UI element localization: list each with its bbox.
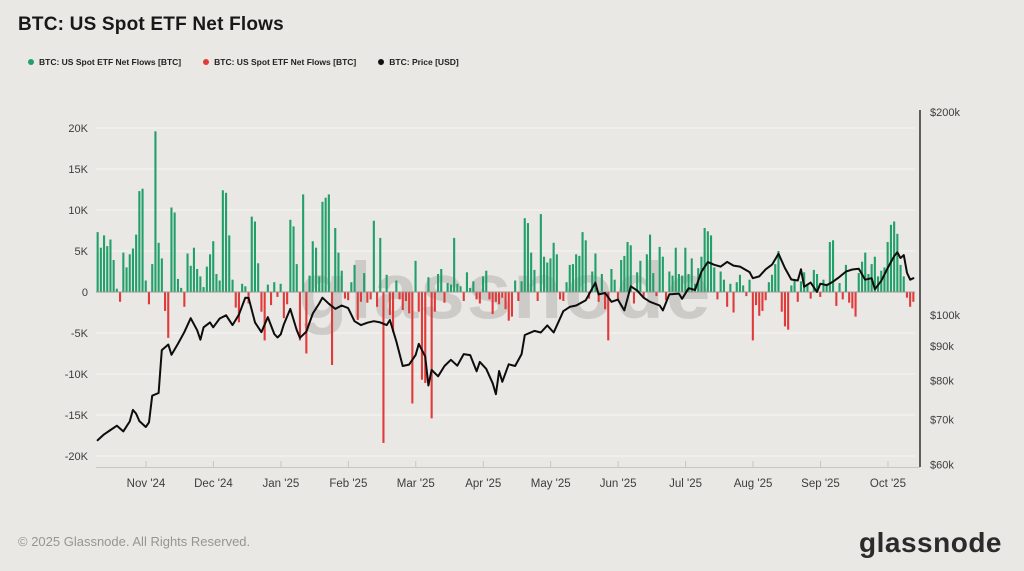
- svg-text:Oct '25: Oct '25: [870, 478, 906, 490]
- svg-text:$60k: $60k: [930, 460, 954, 472]
- svg-text:10K: 10K: [68, 205, 88, 217]
- svg-text:$90k: $90k: [930, 341, 954, 353]
- svg-text:glassnode: glassnode: [299, 246, 713, 335]
- svg-text:$70k: $70k: [930, 414, 954, 426]
- svg-text:Aug '25: Aug '25: [734, 478, 773, 490]
- svg-text:-20K: -20K: [65, 451, 89, 463]
- svg-text:5K: 5K: [75, 246, 89, 258]
- svg-text:Jul '25: Jul '25: [669, 478, 702, 490]
- black-dot-icon: [378, 59, 385, 65]
- glassnode-logo: glassnode: [859, 527, 1002, 558]
- copyright-text: © 2025 Glassnode. All Rights Reserved.: [18, 534, 251, 549]
- green-dot-icon: [28, 59, 34, 65]
- legend-item-netflows-positive[interactable]: BTC: US Spot ETF Net Flows [BTC]: [28, 57, 181, 67]
- svg-text:-5K: -5K: [71, 328, 89, 340]
- svg-text:$200k: $200k: [930, 107, 960, 119]
- legend-label: BTC: US Spot ETF Net Flows [BTC]: [39, 57, 182, 67]
- legend-label: BTC: US Spot ETF Net Flows [BTC]: [214, 57, 357, 67]
- svg-text:$80k: $80k: [930, 375, 954, 387]
- svg-text:Jun '25: Jun '25: [600, 478, 637, 490]
- svg-text:Dec '24: Dec '24: [194, 478, 233, 490]
- svg-text:20K: 20K: [68, 123, 88, 135]
- svg-text:Feb '25: Feb '25: [329, 478, 367, 490]
- svg-text:Nov '24: Nov '24: [127, 478, 166, 490]
- svg-text:15K: 15K: [68, 164, 88, 176]
- svg-text:Jan '25: Jan '25: [263, 478, 300, 490]
- legend: BTC: US Spot ETF Net Flows [BTC] BTC: US…: [28, 57, 459, 67]
- svg-text:May '25: May '25: [531, 478, 571, 490]
- legend-label: BTC: Price [USD]: [389, 57, 459, 67]
- svg-text:0: 0: [82, 287, 88, 299]
- svg-text:Apr '25: Apr '25: [465, 478, 501, 490]
- legend-item-netflows-negative[interactable]: BTC: US Spot ETF Net Flows [BTC]: [203, 57, 356, 67]
- svg-text:$100k: $100k: [930, 310, 960, 322]
- svg-text:Mar '25: Mar '25: [397, 478, 435, 490]
- svg-text:-15K: -15K: [65, 410, 89, 422]
- page-title: BTC: US Spot ETF Net Flows: [18, 14, 284, 35]
- red-dot-icon: [203, 59, 210, 65]
- svg-text:Sep '25: Sep '25: [801, 478, 840, 490]
- svg-text:-10K: -10K: [65, 369, 89, 381]
- legend-item-price[interactable]: BTC: Price [USD]: [378, 57, 459, 67]
